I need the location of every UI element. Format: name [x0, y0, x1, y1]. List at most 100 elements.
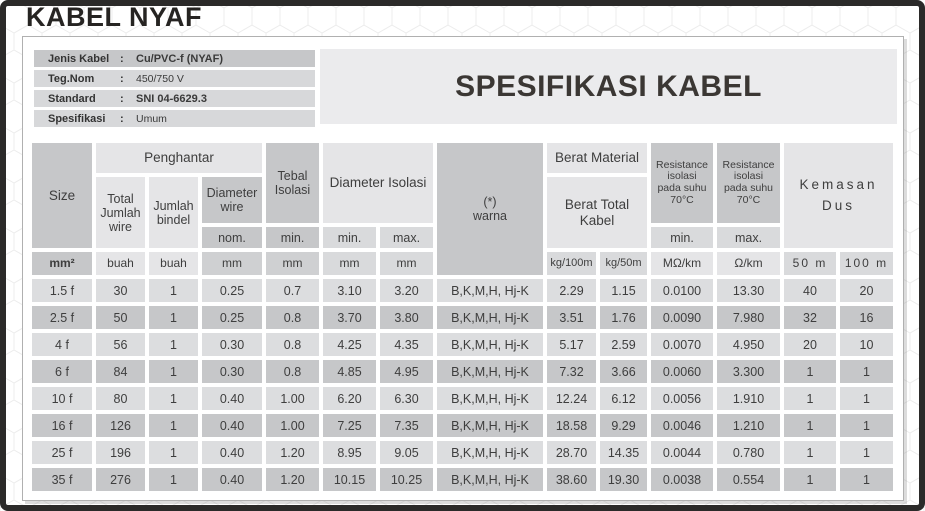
table-cell: 1 — [149, 333, 198, 356]
table-cell: 3.66 — [600, 360, 647, 383]
table-cell: 1.00 — [266, 387, 319, 410]
unit-resistance-min: MΩ/km — [651, 252, 713, 275]
table-cell: B,K,M,H, Hj-K — [437, 387, 543, 410]
table-cell: 1.15 — [600, 279, 647, 302]
table-cell: 0.554 — [717, 468, 780, 491]
unit-diameter-isolasi-min: mm — [323, 252, 376, 275]
table-cell: B,K,M,H, Hj-K — [437, 360, 543, 383]
table-cell: 3.20 — [380, 279, 433, 302]
col-header-berat-total-kabel: Berat Total Kabel — [547, 177, 647, 248]
table-cell: 4.35 — [380, 333, 433, 356]
table-cell: 1.20 — [266, 441, 319, 464]
table-cell: 84 — [96, 360, 145, 383]
table-cell: 0.0038 — [651, 468, 713, 491]
table-cell: 30 — [96, 279, 145, 302]
table-cell: 1 — [149, 279, 198, 302]
table-cell: 7.35 — [380, 414, 433, 437]
table-cell: 19.30 — [600, 468, 647, 491]
table-cell: 1 — [149, 387, 198, 410]
table-cell: B,K,M,H, Hj-K — [437, 414, 543, 437]
table-cell: 6.30 — [380, 387, 433, 410]
table-cell: 1 — [149, 360, 198, 383]
col-header-warna: (*) warna — [437, 143, 543, 275]
table-cell: 0.8 — [266, 306, 319, 329]
warna-label: warna — [472, 209, 508, 223]
info-separator: : — [120, 92, 124, 105]
table-cell: 3.51 — [547, 306, 596, 329]
table-cell: 0.30 — [202, 333, 262, 356]
table-cell: 0.40 — [202, 414, 262, 437]
info-row-spesifikasi: Spesifikasi : Umum — [34, 110, 315, 127]
spec-header-box: SPESIFIKASI KABEL — [320, 49, 897, 124]
table-cell: 6.12 — [600, 387, 647, 410]
info-label: Spesifikasi — [48, 112, 106, 125]
col-subheader-resistance-min: min. — [651, 227, 713, 248]
page-title: KABEL NYAF — [26, 2, 203, 32]
info-row-jenis-kabel: Jenis Kabel : Cu/PVC-f (NYAF) — [34, 50, 315, 67]
table-cell: 1.910 — [717, 387, 780, 410]
table-cell: 2.29 — [547, 279, 596, 302]
table-cell: 8.95 — [323, 441, 376, 464]
table-cell: 0.0060 — [651, 360, 713, 383]
info-separator: : — [120, 72, 124, 85]
table-cell: 1 — [784, 360, 836, 383]
table-cell: 0.7 — [266, 279, 319, 302]
table-cell: 16 f — [32, 414, 92, 437]
info-label: Standard — [48, 92, 96, 105]
table-cell: 1 — [840, 468, 893, 491]
table-cell: 10.15 — [323, 468, 376, 491]
table-cell: 4.950 — [717, 333, 780, 356]
table-cell: 0.8 — [266, 360, 319, 383]
table-cell: B,K,M,H, Hj-K — [437, 306, 543, 329]
col-subheader-resistance-max: max. — [717, 227, 780, 248]
table-cell: 38.60 — [547, 468, 596, 491]
table-cell: 18.58 — [547, 414, 596, 437]
table-cell: 32 — [784, 306, 836, 329]
unit-resistance-max: Ω/km — [717, 252, 780, 275]
table-cell: 7.32 — [547, 360, 596, 383]
table-cell: 1 — [840, 387, 893, 410]
table-cell: 1 — [149, 306, 198, 329]
col-group-penghantar: Penghantar — [96, 143, 262, 173]
content-panel: Jenis Kabel : Cu/PVC-f (NYAF) Teg.Nom : … — [22, 36, 904, 501]
table-cell: B,K,M,H, Hj-K — [437, 441, 543, 464]
table-cell: 1 — [840, 414, 893, 437]
table-cell: 5.17 — [547, 333, 596, 356]
unit-total-jumlah-wire: buah — [96, 252, 145, 275]
warna-mark: (*) — [483, 195, 497, 209]
table-cell: 7.25 — [323, 414, 376, 437]
table-cell: 3.10 — [323, 279, 376, 302]
table-cell: 1.76 — [600, 306, 647, 329]
table-cell: 20 — [784, 333, 836, 356]
unit-diameter-wire: mm — [202, 252, 262, 275]
info-label: Jenis Kabel — [48, 52, 110, 65]
unit-tebal-isolasi: mm — [266, 252, 319, 275]
unit-jumlah-bindel: buah — [149, 252, 198, 275]
col-header-diameter-wire: Diameter wire — [202, 177, 262, 223]
table-cell: 4 f — [32, 333, 92, 356]
table-cell: 126 — [96, 414, 145, 437]
table-cell: 1.210 — [717, 414, 780, 437]
table-cell: 1 — [149, 468, 198, 491]
table-cell: 16 — [840, 306, 893, 329]
unit-berat-kg50m: kg/50m — [600, 252, 647, 275]
table-cell: 25 f — [32, 441, 92, 464]
table-cell: 3.70 — [323, 306, 376, 329]
info-row-standard: Standard : SNI 04-6629.3 — [34, 90, 315, 107]
table-cell: 1 — [840, 360, 893, 383]
unit-size: mm² — [32, 252, 92, 275]
table-cell: 1.00 — [266, 414, 319, 437]
table-cell: 6.20 — [323, 387, 376, 410]
spec-title: SPESIFIKASI KABEL — [455, 69, 762, 103]
table-cell: 0.25 — [202, 279, 262, 302]
table-cell: 276 — [96, 468, 145, 491]
table-cell: 10.25 — [380, 468, 433, 491]
table-cell: B,K,M,H, Hj-K — [437, 333, 543, 356]
col-subheader-diameter-isolasi-min: min. — [323, 227, 376, 248]
table-cell: 1 — [840, 441, 893, 464]
unit-berat-kg100m: kg/100m — [547, 252, 596, 275]
info-row-teg-nom: Teg.Nom : 450/750 V — [34, 70, 315, 87]
col-header-size: Size — [32, 143, 92, 248]
table-cell: 50 — [96, 306, 145, 329]
col-header-total-jumlah-wire: Total Jumlah wire — [96, 177, 145, 248]
